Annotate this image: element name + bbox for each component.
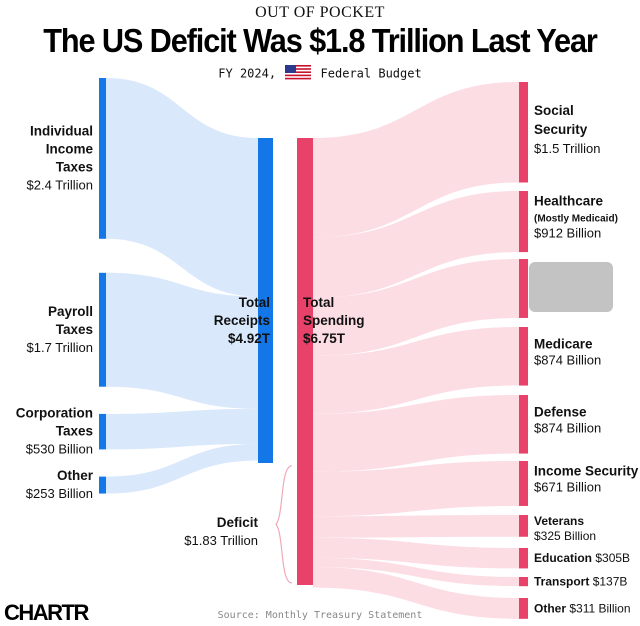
receipts-flow-individual-income-taxes [106,78,258,297]
spending-label-defense: Defense [534,404,587,419]
total-spending-label: Total Spending $6.75T [303,295,365,346]
deficit-label: Deficit [217,515,259,530]
total-receipts-label: Total Receipts $4.92T [214,295,271,346]
spending-flow-education [313,537,519,569]
spending-label-medicare: Medicare [534,336,593,351]
spending-bar-healthcare [519,191,528,253]
spending-name-other: Other [534,601,569,615]
kicker: OUT OF POCKET [255,4,385,21]
spending-label-education: Education $305B [534,551,630,565]
spending-label-veterans: Veterans [534,514,584,528]
spending-label-other: Other $311 Billion [534,601,631,615]
spending-flow-social-security [313,82,519,238]
receipts-bar-individual-income-taxes [99,78,106,239]
spending-bar-education [519,548,528,569]
spending-flow-transport [313,557,519,587]
receipts-flow-payroll-taxes [106,272,258,409]
spending-label-income-security: Income Security [534,463,639,478]
deficit-bracket [275,465,293,584]
spending-name-education: Education [534,551,595,565]
chart-subtitle: FY 2024, Federal Budget [0,65,640,83]
receipts-bar-corporation-taxes [99,413,106,450]
subtitle-right: Federal Budget [320,66,422,81]
deficit-value: $1.83 Trillion [184,533,258,548]
redacted-block [529,262,613,312]
receipts-value-individual-income-taxes: $2.4 Trillion [27,177,93,192]
us-flag-icon [285,65,312,81]
spending-flow-redacted [313,259,519,357]
spending-bar-other [519,598,528,619]
spending-value-other: $311 Billion [569,601,630,615]
spending-bar-transport [519,577,528,587]
spending-bar-medicare [519,327,528,386]
receipts-label-other: Other [57,468,94,483]
receipts-label-corporation-taxes: Corporation Taxes [16,406,93,439]
flows [106,78,519,619]
spending-value-medicare: $874 Billion [534,352,601,367]
spending-value-social-security: $1.5 Trillion [534,141,600,156]
spending-bar-income-security [519,461,528,506]
spending-note-healthcare: (Mostly Medicaid) [534,214,618,225]
receipts-bar-other [99,476,106,494]
spending-value-education: $305B [595,551,630,565]
spending-value-income-security: $671 Billion [534,479,601,494]
receipts-value-other: $253 Billion [26,486,93,501]
receipts-flow-other [106,443,258,494]
spending-flow-medicare [313,327,519,414]
receipts-bar-payroll-taxes [99,272,106,387]
spending-bar-veterans [519,515,528,537]
chart-title: The US Deficit Was $1.8 Trillion Last Ye… [43,22,598,59]
chartr-logo: CHARTR [4,600,89,625]
spending-label-social-security: Social Security [534,103,588,137]
total-receipts-bar [258,138,273,463]
spending-label-healthcare: Healthcare [534,194,604,209]
spending-bar-defense [519,395,528,454]
spending-flow-other [313,566,519,619]
receipts-label-payroll-taxes: Payroll Taxes [48,304,93,337]
spending-value-veterans: $325 Billion [534,529,596,543]
receipts-value-corporation-taxes: $530 Billion [26,442,93,457]
spending-flow-defense [313,395,519,472]
spending-flow-income-security [313,461,519,517]
nodes [99,78,528,619]
labels: Individual Income Taxes $2.4 Trillion Payrol… [16,103,639,615]
receipts-label-individual-income-taxes: Individual Income Taxes [30,123,94,174]
spending-label-transport: Transport $137B [534,575,627,589]
spending-bar-social-security [519,82,528,183]
receipts-value-payroll-taxes: $1.7 Trillion [27,340,93,355]
spending-value-transport: $137B [593,575,628,589]
spending-flow-veterans [313,515,519,538]
spending-value-healthcare: $912 Billion [534,226,601,241]
receipts-flow-corporation-taxes [106,408,258,450]
subtitle-left: FY 2024, [218,66,277,81]
spending-name-transport: Transport [534,575,593,589]
total-spending-bar [297,138,313,585]
spending-bar-redacted [519,259,528,318]
spending-flow-healthcare [313,191,519,298]
spending-value-defense: $874 Billion [534,420,601,435]
source-note: Source: Monthly Treasury Statement [217,610,423,621]
